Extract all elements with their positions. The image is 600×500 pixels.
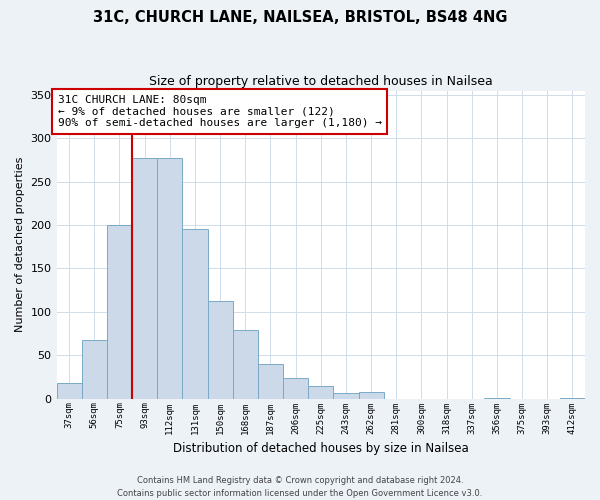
Bar — [182, 230, 208, 398]
Title: Size of property relative to detached houses in Nailsea: Size of property relative to detached ho… — [149, 75, 493, 88]
Bar — [233, 330, 258, 398]
X-axis label: Distribution of detached houses by size in Nailsea: Distribution of detached houses by size … — [173, 442, 469, 455]
Bar — [283, 378, 308, 398]
Text: 31C, CHURCH LANE, NAILSEA, BRISTOL, BS48 4NG: 31C, CHURCH LANE, NAILSEA, BRISTOL, BS48… — [93, 10, 507, 25]
Bar — [157, 158, 182, 398]
Bar — [208, 300, 233, 398]
Text: 31C CHURCH LANE: 80sqm
← 9% of detached houses are smaller (122)
90% of semi-det: 31C CHURCH LANE: 80sqm ← 9% of detached … — [58, 95, 382, 128]
Bar — [107, 225, 132, 398]
Y-axis label: Number of detached properties: Number of detached properties — [15, 157, 25, 332]
Bar — [258, 364, 283, 398]
Bar — [132, 158, 157, 398]
Bar — [82, 340, 107, 398]
Bar — [308, 386, 334, 398]
Text: Contains HM Land Registry data © Crown copyright and database right 2024.
Contai: Contains HM Land Registry data © Crown c… — [118, 476, 482, 498]
Bar — [334, 392, 359, 398]
Bar — [56, 383, 82, 398]
Bar — [359, 392, 383, 398]
